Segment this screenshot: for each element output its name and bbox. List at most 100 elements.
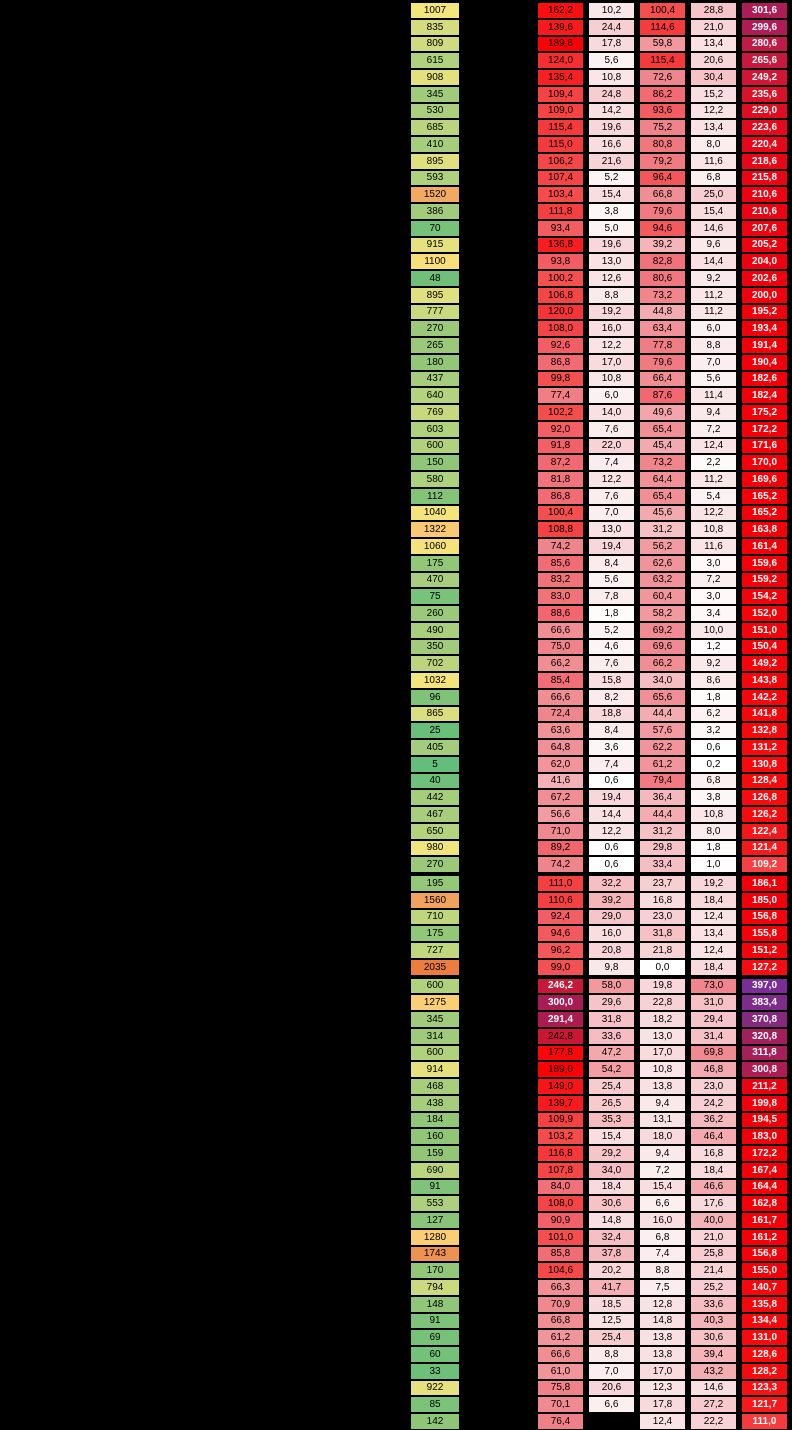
value-cell[interactable]: 31,8 [639,925,686,942]
count-cell[interactable]: 865 [410,706,460,722]
value-cell[interactable]: 99,8 [537,371,584,387]
count-cell[interactable]: 25 [410,722,460,739]
value-cell[interactable]: 7,6 [588,655,635,672]
total-cell[interactable]: 235,6 [741,86,788,103]
value-cell[interactable]: 17,0 [588,354,635,371]
value-cell[interactable]: 69,8 [690,1045,737,1061]
total-cell[interactable]: 152,0 [741,605,788,622]
total-cell[interactable]: 383,4 [741,994,788,1011]
value-cell[interactable]: 13,8 [639,1346,686,1363]
value-cell[interactable]: 71,0 [537,823,584,840]
value-cell[interactable]: 6,2 [690,706,737,722]
count-cell[interactable]: 112 [410,488,460,505]
value-cell[interactable]: 18,4 [588,1179,635,1195]
value-cell[interactable]: 1,8 [690,840,737,856]
total-cell[interactable]: 172,2 [741,421,788,438]
value-cell[interactable]: 61,2 [537,1329,584,1346]
count-cell[interactable]: 437 [410,371,460,387]
value-cell[interactable]: 12,4 [690,438,737,454]
value-cell[interactable]: 1,8 [588,605,635,622]
total-cell[interactable]: 142,2 [741,689,788,706]
value-cell[interactable]: 46,4 [690,1128,737,1145]
value-cell[interactable]: 4,6 [588,639,635,655]
total-cell[interactable]: 185,0 [741,892,788,909]
value-cell[interactable]: 7,0 [588,1363,635,1380]
value-cell[interactable]: 83,0 [537,588,584,605]
total-cell[interactable]: 141,8 [741,706,788,722]
value-cell[interactable]: 93,6 [639,103,686,119]
value-cell[interactable]: 5,4 [690,488,737,505]
value-cell[interactable]: 0,6 [690,739,737,756]
value-cell[interactable]: 7,4 [588,454,635,471]
value-cell[interactable]: 12,5 [588,1313,635,1329]
total-cell[interactable]: 151,2 [741,942,788,959]
total-cell[interactable]: 301,6 [741,2,788,19]
value-cell[interactable]: 5,0 [588,220,635,237]
total-cell[interactable]: 159,6 [741,555,788,572]
total-cell[interactable]: 311,8 [741,1045,788,1061]
value-cell[interactable]: 96,4 [639,170,686,186]
total-cell[interactable]: 300,8 [741,1061,788,1078]
value-cell[interactable]: 21,4 [690,1262,737,1279]
value-cell[interactable]: 25,0 [690,186,737,203]
value-cell[interactable]: 12,6 [588,270,635,287]
value-cell[interactable]: 58,2 [639,605,686,622]
count-cell[interactable]: 490 [410,622,460,639]
total-cell[interactable]: 320,8 [741,1028,788,1045]
value-cell[interactable]: 10,8 [690,806,737,823]
value-cell[interactable]: 19,6 [588,119,635,136]
value-cell[interactable]: 114,6 [639,19,686,36]
value-cell[interactable]: 27,2 [690,1396,737,1413]
value-cell[interactable]: 14,4 [690,253,737,270]
value-cell[interactable]: 39,4 [690,1346,737,1363]
count-cell[interactable]: 1520 [410,186,460,203]
value-cell[interactable]: 103,2 [537,1128,584,1145]
value-cell[interactable]: 85,6 [537,555,584,572]
value-cell[interactable]: 99,0 [537,959,584,976]
total-cell[interactable]: 182,6 [741,371,788,387]
value-cell[interactable]: 77,4 [537,387,584,404]
value-cell[interactable]: 109,0 [537,103,584,119]
count-cell[interactable]: 345 [410,86,460,103]
total-cell[interactable]: 163,8 [741,521,788,538]
value-cell[interactable]: 91,8 [537,438,584,454]
value-cell[interactable]: 49,6 [639,404,686,421]
total-cell[interactable]: 249,2 [741,69,788,86]
total-cell[interactable]: 143,8 [741,672,788,689]
total-cell[interactable]: 162,8 [741,1195,788,1212]
total-cell[interactable]: 165,2 [741,488,788,505]
count-cell[interactable]: 85 [410,1396,460,1413]
value-cell[interactable]: 18,4 [690,1162,737,1179]
value-cell[interactable]: 62,2 [639,739,686,756]
value-cell[interactable]: 6,0 [588,387,635,404]
value-cell[interactable]: 17,0 [639,1045,686,1061]
value-cell[interactable]: 9,8 [588,959,635,976]
count-cell[interactable]: 69 [410,1329,460,1346]
count-cell[interactable]: 159 [410,1145,460,1162]
value-cell[interactable]: 14,8 [639,1313,686,1329]
value-cell[interactable]: 16,8 [690,1145,737,1162]
value-cell[interactable]: 19,2 [588,304,635,320]
value-cell[interactable]: 111,0 [537,875,584,892]
value-cell[interactable]: 3,8 [690,789,737,806]
value-cell[interactable]: 109,4 [537,86,584,103]
total-cell[interactable]: 149,2 [741,655,788,672]
value-cell[interactable]: 92,0 [537,421,584,438]
count-cell[interactable]: 895 [410,153,460,170]
value-cell[interactable]: 29,6 [588,994,635,1011]
value-cell[interactable]: 12,4 [639,1413,686,1430]
value-cell[interactable]: 102,2 [537,404,584,421]
count-cell[interactable]: 685 [410,119,460,136]
value-cell[interactable]: 246,2 [537,978,584,994]
value-cell[interactable]: 79,6 [639,354,686,371]
value-cell[interactable]: 17,0 [639,1363,686,1380]
value-cell[interactable]: 103,4 [537,186,584,203]
value-cell[interactable]: 2,2 [690,454,737,471]
value-cell[interactable]: 7,2 [639,1162,686,1179]
value-cell[interactable]: 24,4 [588,19,635,36]
value-cell[interactable]: 1,8 [690,689,737,706]
value-cell[interactable]: 45,6 [639,505,686,521]
count-cell[interactable]: 809 [410,36,460,52]
value-cell[interactable]: 36,2 [690,1112,737,1128]
value-cell[interactable]: 14,2 [588,103,635,119]
